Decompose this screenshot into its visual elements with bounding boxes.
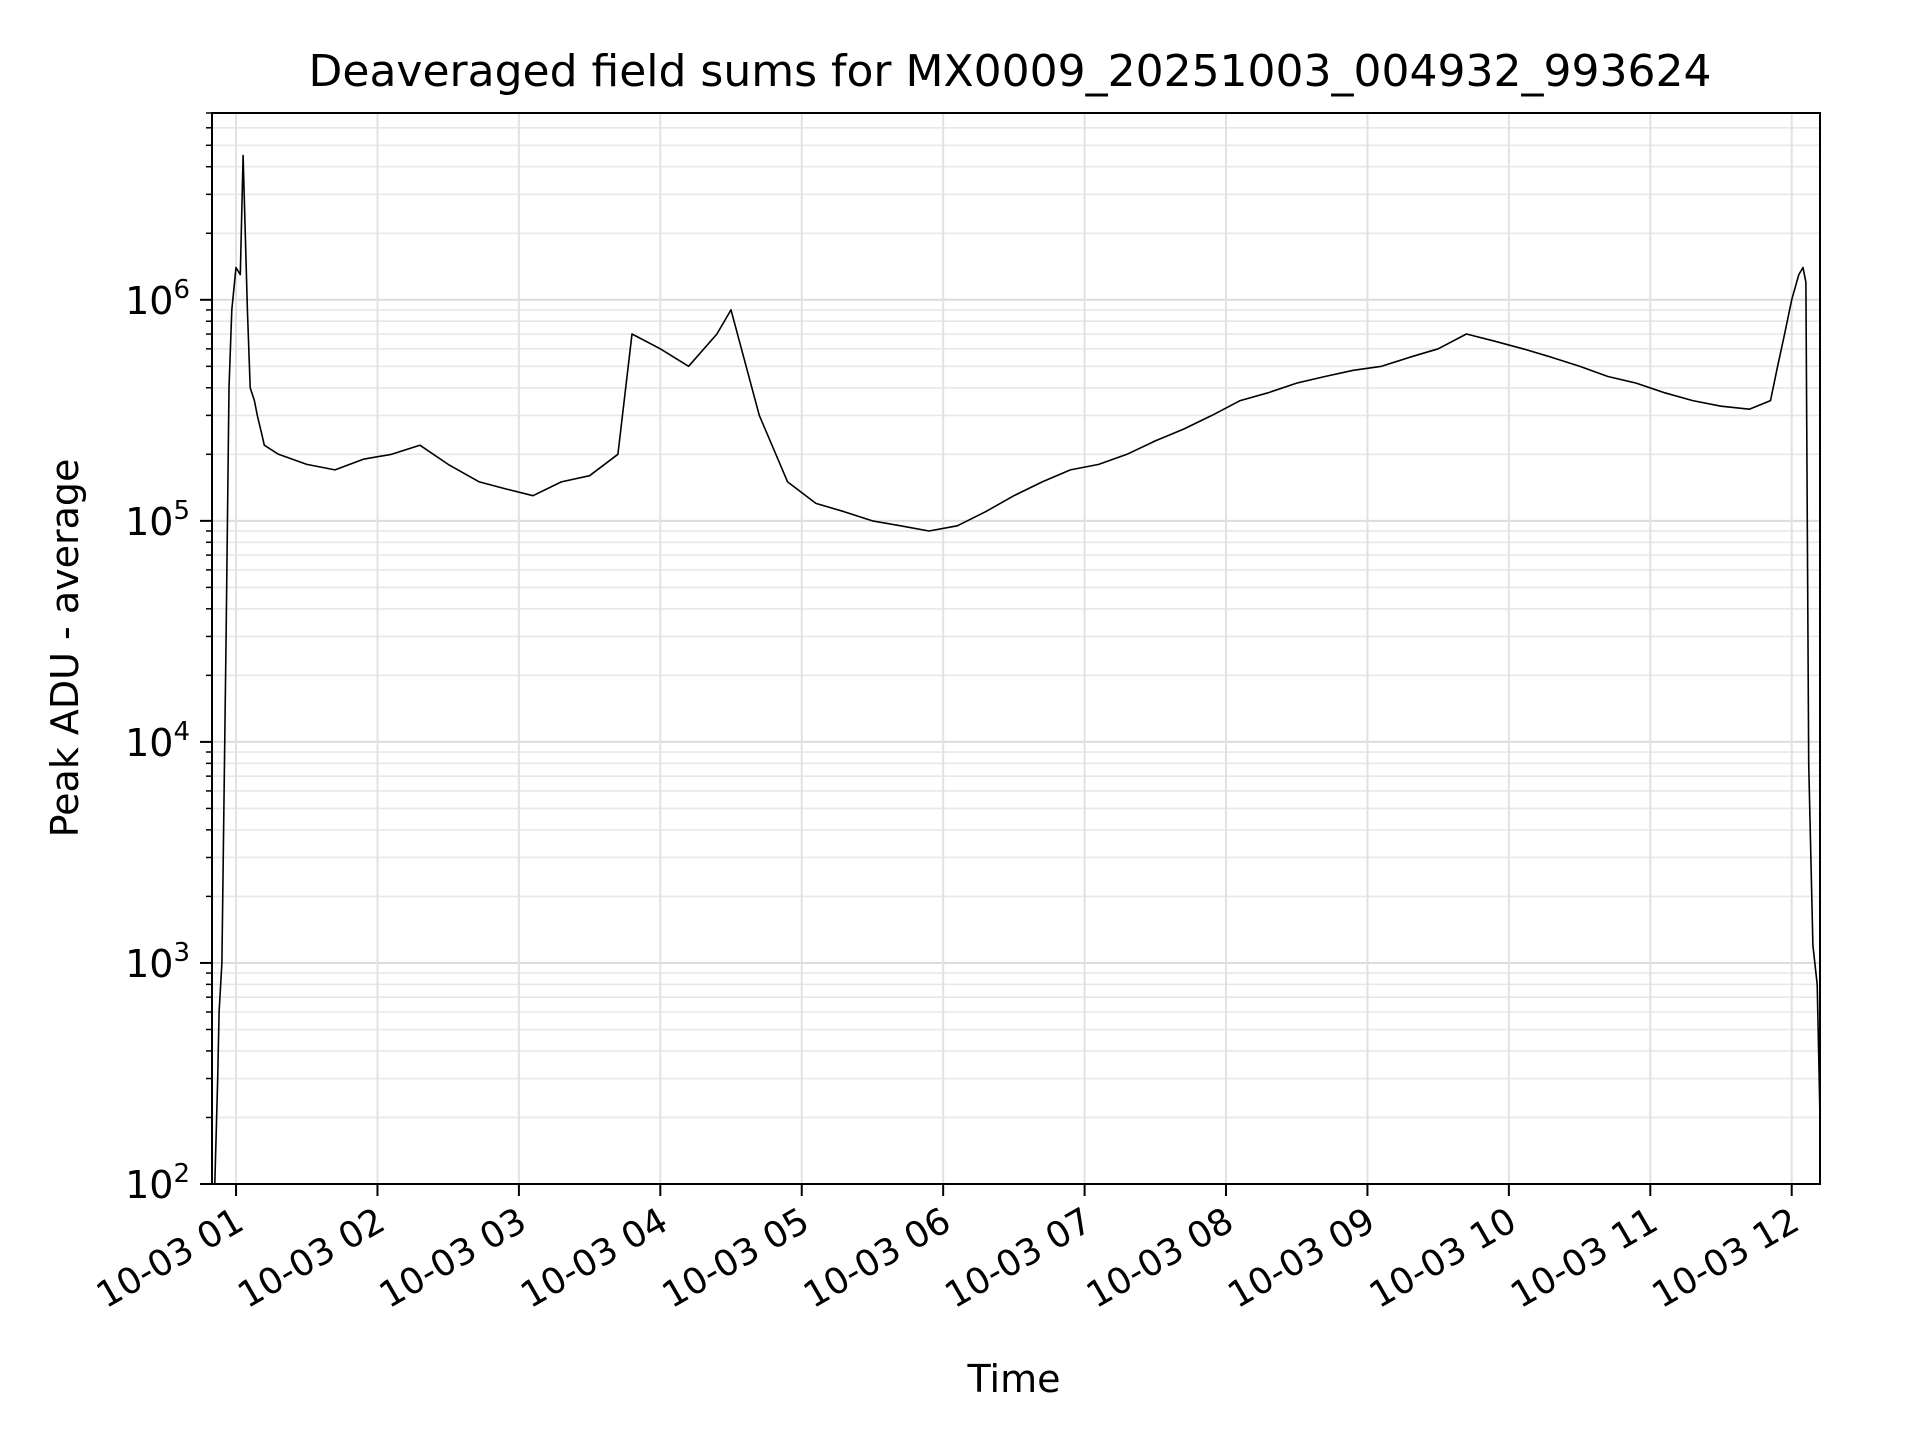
y-tick-label: 104 <box>125 717 190 765</box>
x-axis-label: Time <box>967 1357 1061 1401</box>
plot-frame <box>211 112 1821 1185</box>
y-tick-label: 106 <box>125 275 190 323</box>
y-tick-label: 103 <box>125 938 190 986</box>
y-axis-ticks: 102 103 104 105 106 <box>125 112 212 1207</box>
series-line <box>214 154 1821 1185</box>
y-tick-label: 105 <box>125 496 190 544</box>
series-group <box>214 154 1821 1185</box>
y-tick-label: 102 <box>125 1159 190 1207</box>
y-axis-label: Peak ADU - average <box>43 459 87 838</box>
chart-title: Deaveraged field sums for MX0009_2025100… <box>309 46 1712 97</box>
grid-lines <box>212 112 1820 1185</box>
